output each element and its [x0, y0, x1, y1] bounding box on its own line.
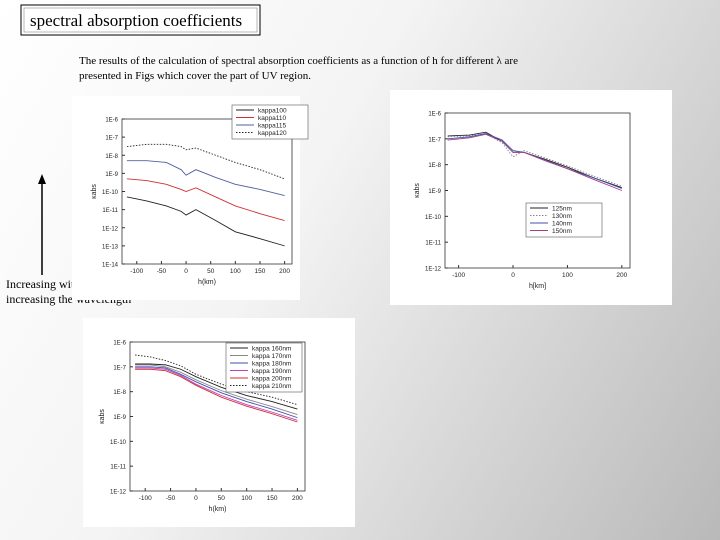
y-axis-label: κabs: [414, 183, 421, 198]
legend-label: kappa 160nm: [252, 345, 291, 352]
legend-box: [231, 104, 309, 140]
x-axis-label: h(km): [209, 506, 227, 513]
y-tick-label: 1E-8: [428, 163, 441, 169]
legend-box: [225, 342, 303, 393]
x-tick-label: 100: [230, 268, 241, 275]
series-line: [135, 368, 298, 423]
legend-label: 130nm: [552, 213, 572, 220]
y-tick-label: 1E-12: [110, 490, 127, 496]
y-tick-label: 1E-11: [425, 241, 441, 247]
legend-box: [525, 202, 603, 238]
x-tick-label: 0: [511, 272, 515, 279]
x-tick-label: 100: [562, 272, 573, 279]
x-axis-label: h[km]: [529, 283, 546, 290]
y-tick-label: 1E-9: [105, 172, 118, 178]
y-tick-label: 1E-11: [110, 465, 126, 471]
x-tick-label: 50: [218, 495, 226, 502]
legend-label: kappa110: [258, 115, 286, 122]
x-tick-label: -100: [130, 268, 143, 275]
series-line: [126, 178, 285, 221]
y-tick-label: 1E-8: [113, 390, 126, 396]
arrow-head: [38, 174, 46, 184]
series-line: [126, 196, 285, 247]
y-tick-label: 1E-7: [105, 136, 118, 142]
y-axis-label: κabs: [91, 184, 98, 199]
series-line: [135, 363, 298, 410]
y-tick-label: 1E-7: [113, 365, 126, 371]
x-axis-label: h(km): [198, 279, 216, 286]
y-tick-label: 1E-6: [428, 112, 441, 118]
y-tick-label: 1E-9: [113, 415, 126, 421]
x-tick-label: 200: [292, 495, 303, 502]
series-line: [135, 366, 298, 419]
body-text: presented in Figs which cover the part o…: [79, 70, 311, 82]
y-tick-label: 1E-12: [425, 267, 442, 273]
y-tick-label: 1E-14: [102, 263, 119, 269]
y-tick-label: 1E-13: [102, 244, 119, 250]
legend-label: 140nm: [552, 220, 572, 227]
legend-label: kappa 210nm: [252, 383, 291, 390]
x-tick-label: -50: [157, 268, 167, 275]
legend-label: kappa100: [258, 107, 287, 114]
legend-label: kappa 200nm: [252, 375, 291, 382]
legend-label: kappa 190nm: [252, 368, 291, 375]
x-tick-label: 150: [255, 268, 266, 275]
slide-title: spectral absorption coefficients: [30, 11, 242, 30]
legend-label: kappa 170nm: [252, 353, 291, 360]
series-line: [135, 354, 298, 406]
annotation: Increasing with: [6, 277, 80, 291]
series-line: [126, 160, 285, 196]
y-tick-label: 1E-10: [425, 215, 442, 221]
series-line: [135, 364, 298, 415]
legend-label: kappa 180nm: [252, 360, 291, 367]
chart-panel: [390, 90, 672, 305]
y-tick-label: 1E-6: [113, 341, 126, 347]
chart-panel: [83, 318, 355, 527]
series-line: [135, 367, 298, 421]
y-tick-label: 1E-10: [102, 190, 119, 196]
legend-label: kappa115: [258, 122, 286, 129]
series-line: [447, 133, 622, 189]
x-tick-label: -50: [166, 495, 176, 502]
y-tick-label: 1E-10: [110, 440, 127, 446]
x-tick-label: 50: [207, 268, 215, 275]
y-tick-label: 1E-7: [428, 137, 441, 143]
legend-label: 150nm: [552, 228, 572, 235]
x-tick-label: -100: [139, 495, 152, 502]
y-tick-label: 1E-6: [105, 118, 118, 124]
x-tick-label: 200: [279, 268, 290, 275]
x-tick-label: 0: [184, 268, 188, 275]
y-tick-label: 1E-11: [102, 208, 118, 214]
legend-label: kappa120: [258, 130, 287, 137]
y-tick-label: 1E-12: [102, 226, 119, 232]
x-tick-label: 0: [194, 495, 198, 502]
legend-label: 125nm: [552, 205, 572, 212]
x-tick-label: 150: [267, 495, 278, 502]
body-text: The results of the calculation of spectr…: [79, 55, 518, 67]
series-line: [447, 133, 623, 191]
x-tick-label: 100: [241, 495, 252, 502]
y-tick-label: 1E-9: [428, 189, 441, 195]
title-box: [20, 4, 261, 36]
y-axis-label: κabs: [99, 409, 106, 424]
x-tick-label: -100: [452, 272, 465, 279]
y-tick-label: 1E-8: [105, 154, 118, 160]
title-box-inner: [23, 7, 258, 33]
x-tick-label: 200: [616, 272, 627, 279]
